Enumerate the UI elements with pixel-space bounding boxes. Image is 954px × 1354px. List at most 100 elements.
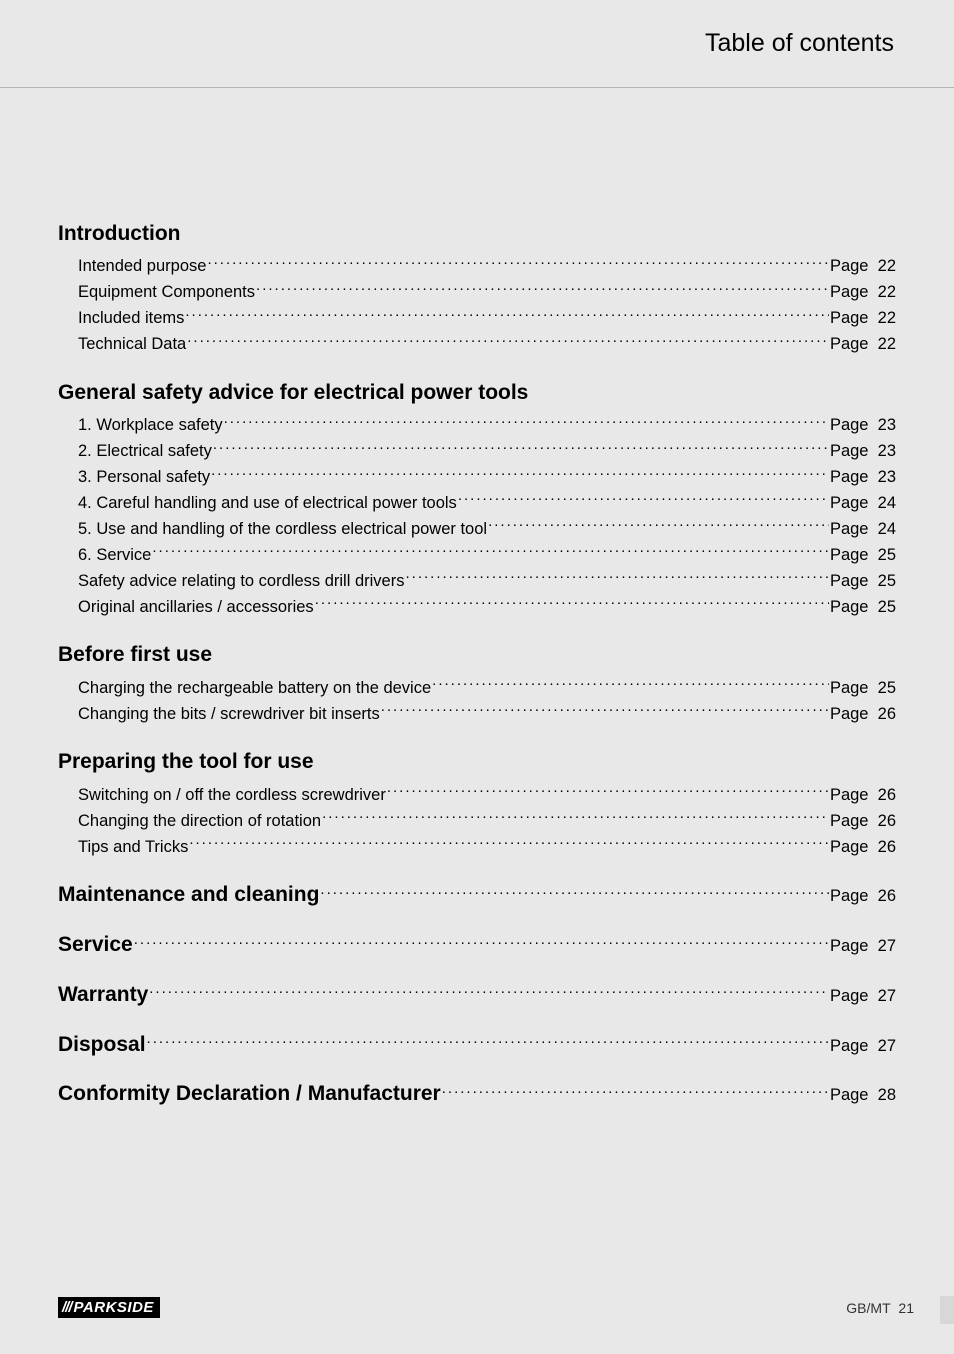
toc-entry: Conformity Declaration / Manufacturer Pag… <box>58 1080 896 1108</box>
toc-entry: Maintenance and cleaning Page 26 <box>58 881 896 909</box>
toc-entry-page: Page 26 <box>830 835 896 860</box>
page: Table of contents IntroductionIntended p… <box>0 0 954 1354</box>
toc-entry: Switching on / off the cordless screwdri… <box>58 782 896 808</box>
toc-section: Conformity Declaration / Manufacturer Pag… <box>58 1080 896 1108</box>
brand-name: PARKSIDE <box>74 1299 154 1316</box>
toc-entry: 3. Personal safety Page 23 <box>58 464 896 490</box>
toc-entry-page: Page 22 <box>830 306 896 331</box>
toc-entry-page: Page 25 <box>830 543 896 568</box>
toc-entry-page: Page 25 <box>830 569 896 594</box>
toc-leader-dots <box>488 516 829 534</box>
toc-entry-label: Safety advice relating to cordless drill… <box>78 569 404 594</box>
toc-section-title: Warranty <box>58 981 148 1008</box>
brand-logo: ///PARKSIDE <box>58 1297 160 1318</box>
toc-leader-dots <box>187 331 829 349</box>
toc-entry-label: Changing the direction of rotation <box>78 809 321 834</box>
toc-entry: 4. Careful handling and use of electrica… <box>58 490 896 516</box>
toc-entry-page: Page 23 <box>830 439 896 464</box>
toc-entry-label: 5. Use and handling of the cordless elec… <box>78 517 487 542</box>
toc-leader-dots <box>442 1082 829 1100</box>
toc-entry-label: 2. Electrical safety <box>78 439 212 464</box>
toc-entry-label: 1. Workplace safety <box>78 413 223 438</box>
toc-entry-label: 6. Service <box>78 543 151 568</box>
toc-entry-page: Page 26 <box>830 884 896 909</box>
toc-section: Warranty Page 27 <box>58 981 896 1009</box>
toc-leader-dots <box>211 464 829 482</box>
toc-leader-dots <box>458 490 829 508</box>
toc-entry: 5. Use and handling of the cordless elec… <box>58 516 896 542</box>
toc-section: General safety advice for electrical pow… <box>58 379 896 619</box>
page-number: GB/MT 21 <box>846 1300 914 1316</box>
toc-entry-label: 4. Careful handling and use of electrica… <box>78 491 457 516</box>
toc-entry: Charging the rechargeable battery on the… <box>58 675 896 701</box>
toc-entry-label: Tips and Tricks <box>78 835 188 860</box>
toc-entry-label: Changing the bits / screwdriver bit inse… <box>78 702 380 727</box>
header-title: Table of contents <box>705 29 894 58</box>
toc-leader-dots <box>322 808 829 826</box>
toc-entry-label: Charging the rechargeable battery on the… <box>78 676 431 701</box>
toc-entry-page: Page 25 <box>830 595 896 620</box>
toc-section: ServicePage 27 <box>58 931 896 959</box>
toc-leader-dots <box>315 593 829 611</box>
toc-leader-dots <box>149 983 829 1001</box>
footer: ///PARKSIDE GB/MT 21 <box>58 1297 914 1318</box>
toc-section-title: General safety advice for electrical pow… <box>58 379 896 406</box>
toc-entry: Technical Data Page 22 <box>58 331 896 357</box>
toc-leader-dots <box>185 305 829 323</box>
toc-leader-dots <box>224 412 829 430</box>
header: Table of contents <box>0 0 954 88</box>
toc-entry: Tips and Tricks Page 26 <box>58 833 896 859</box>
toc-leader-dots <box>213 438 829 456</box>
toc-entry-page: Page 26 <box>830 783 896 808</box>
toc-entry-label: Switching on / off the cordless screwdri… <box>78 783 386 808</box>
toc-section-title: Before first use <box>58 641 896 668</box>
toc-section-title: Service <box>58 931 133 958</box>
toc-section-title: Disposal <box>58 1031 146 1058</box>
toc-leader-dots <box>147 1032 829 1050</box>
toc-content: IntroductionIntended purposePage 22Equip… <box>58 220 896 1130</box>
toc-entry: Changing the direction of rotation Page 2… <box>58 808 896 834</box>
toc-entry: 1. Workplace safetyPage 23 <box>58 412 896 438</box>
toc-leader-dots <box>405 568 828 586</box>
toc-section: IntroductionIntended purposePage 22Equip… <box>58 220 896 357</box>
toc-leader-dots <box>387 782 829 800</box>
toc-entry-page: Page 22 <box>830 254 896 279</box>
toc-leader-dots <box>189 833 829 851</box>
toc-entry-page: Page 24 <box>830 517 896 542</box>
toc-section: Disposal Page 27 <box>58 1031 896 1059</box>
toc-entry-label: Equipment Components <box>78 280 255 305</box>
toc-entry-label: Technical Data <box>78 332 186 357</box>
toc-section-title: Maintenance and cleaning <box>58 881 319 908</box>
toc-entry: Original ancillaries / accessoriesPage 2… <box>58 593 896 619</box>
toc-entry-page: Page 27 <box>830 1034 896 1059</box>
toc-leader-dots <box>152 542 829 560</box>
toc-section-title: Conformity Declaration / Manufacturer <box>58 1080 441 1107</box>
toc-entry-page: Page 23 <box>830 465 896 490</box>
toc-entry-label: Included items <box>78 306 184 331</box>
toc-entry: Disposal Page 27 <box>58 1031 896 1059</box>
toc-entry-page: Page 25 <box>830 676 896 701</box>
toc-leader-dots <box>256 279 829 297</box>
toc-entry-page: Page 28 <box>830 1083 896 1108</box>
toc-entry-page: Page 22 <box>830 332 896 357</box>
toc-entry: Intended purposePage 22 <box>58 253 896 279</box>
toc-entry: Warranty Page 27 <box>58 981 896 1009</box>
toc-entry: Equipment Components Page 22 <box>58 279 896 305</box>
toc-entry: 6. Service Page 25 <box>58 542 896 568</box>
toc-entry-page: Page 27 <box>830 984 896 1009</box>
toc-leader-dots <box>320 883 829 901</box>
toc-entry-label: 3. Personal safety <box>78 465 210 490</box>
toc-entry-page: Page 24 <box>830 491 896 516</box>
toc-entry: Included items Page 22 <box>58 305 896 331</box>
toc-entry: Safety advice relating to cordless drill… <box>58 568 896 594</box>
brand-slashes: /// <box>62 1299 72 1316</box>
toc-entry: ServicePage 27 <box>58 931 896 959</box>
toc-leader-dots <box>381 700 829 718</box>
toc-section: Before first use Charging the rechargeabl… <box>58 641 896 726</box>
toc-entry-page: Page 26 <box>830 702 896 727</box>
toc-leader-dots <box>207 253 828 271</box>
toc-section: Maintenance and cleaning Page 26 <box>58 881 896 909</box>
toc-entry-page: Page 22 <box>830 280 896 305</box>
toc-entry-page: Page 26 <box>830 809 896 834</box>
toc-entry: Changing the bits / screwdriver bit inse… <box>58 700 896 726</box>
